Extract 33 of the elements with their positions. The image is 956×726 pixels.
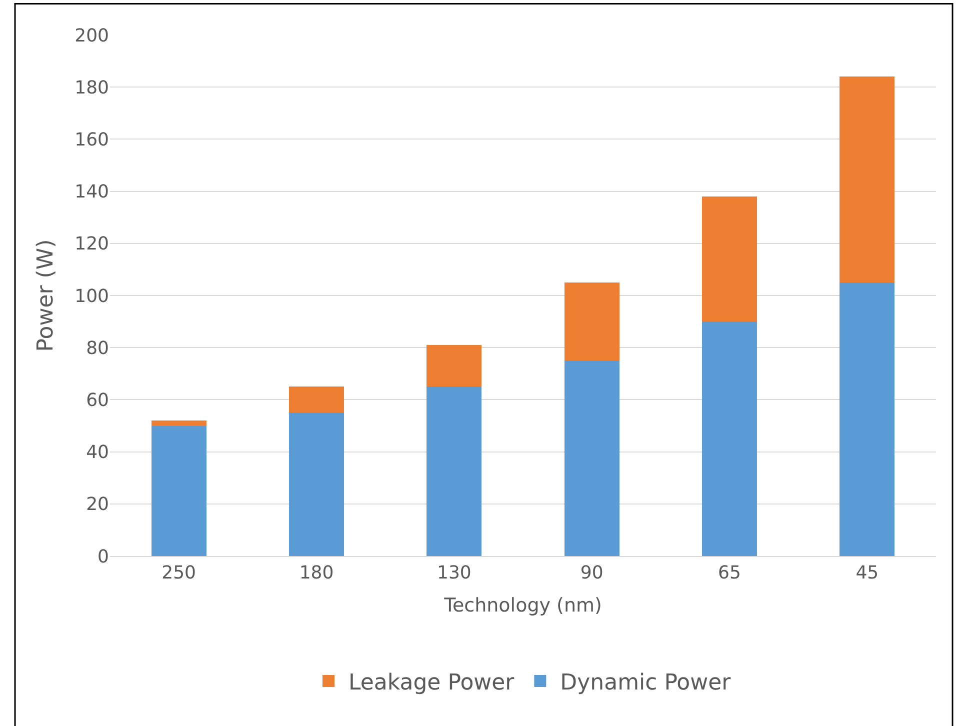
x-axis-title: Technology (nm) <box>443 594 602 616</box>
legend-label: Leakage Power <box>348 670 516 696</box>
bar <box>702 322 758 556</box>
y-tick-label: 180 <box>74 77 109 98</box>
x-tick-label: 45 <box>856 562 879 584</box>
bar <box>151 420 206 426</box>
y-tick-label: 40 <box>86 442 109 464</box>
y-tick-label: 200 <box>74 25 109 46</box>
y-tick-label: 140 <box>74 182 109 203</box>
bar <box>840 282 895 556</box>
legend-label: Dynamic Power <box>560 670 732 696</box>
x-tick-label: 250 <box>162 562 196 584</box>
bar <box>840 76 895 282</box>
y-tick-label: 0 <box>98 546 109 568</box>
y-tick-label: 80 <box>86 338 109 359</box>
y-tick-label: 120 <box>74 234 109 255</box>
x-tick-label: 90 <box>580 562 604 584</box>
bar <box>564 282 620 361</box>
y-tick-label: 160 <box>74 130 109 150</box>
y-tick-label: 60 <box>86 390 109 411</box>
x-tick-label: 65 <box>718 562 741 584</box>
bar <box>426 386 482 556</box>
y-tick-label: 20 <box>86 494 109 516</box>
bar <box>288 412 344 556</box>
y-tick-label: 100 <box>74 286 109 307</box>
bar <box>702 196 758 322</box>
bar <box>564 360 620 556</box>
bar <box>288 386 344 413</box>
y-axis-title: Power (W) <box>33 239 58 352</box>
x-tick-label: 130 <box>436 562 472 584</box>
x-tick-label: 180 <box>299 562 334 584</box>
bar <box>426 345 482 387</box>
bar <box>151 426 206 556</box>
